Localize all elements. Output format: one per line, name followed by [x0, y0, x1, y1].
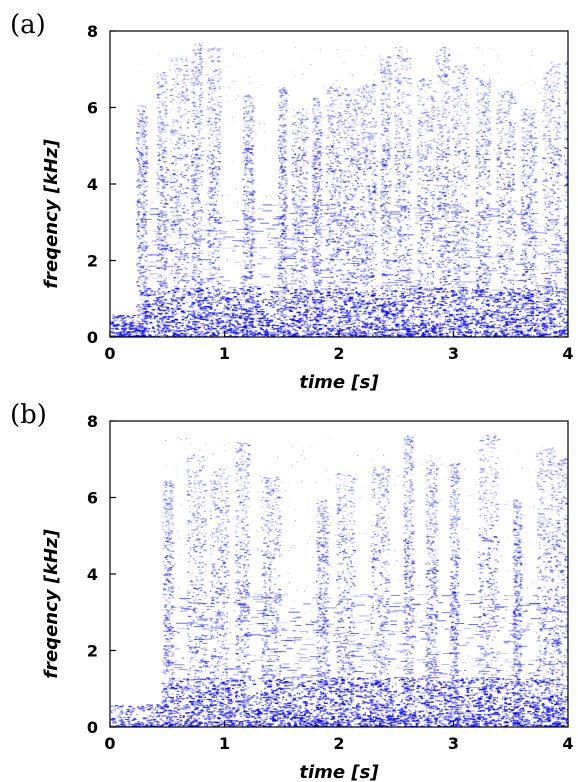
- spectrogram-plot-area: [110, 31, 568, 337]
- y-tick-label: 8: [87, 412, 98, 431]
- x-tick-label: 0: [104, 734, 115, 753]
- y-tick-label: 8: [87, 22, 98, 41]
- y-tick-label: 4: [87, 565, 98, 584]
- spectrogram-panel-b: 0 1 2 3 4 0 2 4 6 8 time [s] freqency [kHz] (b): [10, 400, 574, 782]
- x-tick-label: 1: [219, 344, 230, 363]
- panel-label: (a): [10, 10, 46, 40]
- y-axis-label: freqency [kHz]: [41, 139, 62, 289]
- y-tick-label: 2: [87, 642, 98, 661]
- y-tick-label: 0: [87, 718, 98, 737]
- x-tick-label: 1: [219, 734, 230, 753]
- y-axis-label: freqency [kHz]: [41, 529, 62, 679]
- panel-label: (b): [10, 400, 47, 430]
- y-tick-label: 0: [87, 328, 98, 347]
- y-tick-label: 6: [87, 489, 98, 508]
- x-axis-label: time [s]: [299, 372, 379, 393]
- y-tick-label: 2: [87, 252, 98, 271]
- x-axis-label: time [s]: [299, 762, 379, 782]
- x-tick-label: 2: [333, 734, 344, 753]
- y-tick-label: 4: [87, 175, 98, 194]
- x-tick-label: 4: [562, 734, 573, 753]
- x-tick-label: 4: [562, 344, 573, 363]
- x-tick-label: 0: [104, 344, 115, 363]
- x-tick-label: 2: [333, 344, 344, 363]
- x-tick-label: 3: [448, 734, 459, 753]
- spectrogram-panel-a: 0 1 2 3 4 0 2 4 6 8 time [s] freqency [kHz] (a): [10, 10, 574, 393]
- y-tick-label: 6: [87, 99, 98, 118]
- spectrogram-plot-area: [110, 421, 568, 727]
- x-tick-label: 3: [448, 344, 459, 363]
